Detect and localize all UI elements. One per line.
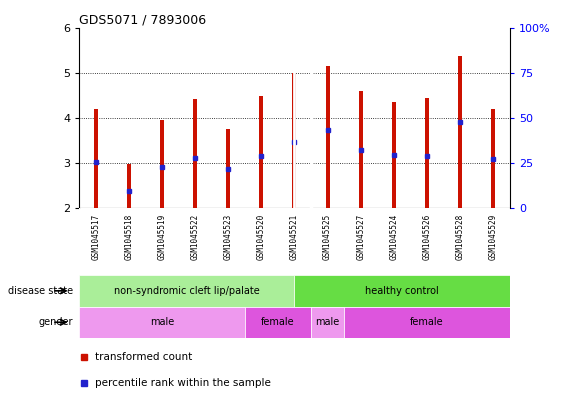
Text: GSM1045517: GSM1045517 <box>91 214 100 260</box>
Bar <box>311 307 344 338</box>
Bar <box>79 275 294 307</box>
Bar <box>359 91 363 208</box>
Text: female: female <box>410 317 444 327</box>
Text: disease state: disease state <box>8 286 73 296</box>
Text: transformed count: transformed count <box>94 352 192 362</box>
Text: GSM1045518: GSM1045518 <box>124 214 133 260</box>
Text: gender: gender <box>39 317 73 327</box>
Text: male: male <box>315 317 340 327</box>
Bar <box>344 307 510 338</box>
Bar <box>260 96 263 208</box>
Text: GDS5071 / 7893006: GDS5071 / 7893006 <box>79 13 206 26</box>
Text: GSM1045520: GSM1045520 <box>257 214 266 260</box>
Text: GSM1045522: GSM1045522 <box>190 214 200 260</box>
Bar <box>79 307 245 338</box>
Text: GSM1045527: GSM1045527 <box>356 214 365 260</box>
Text: non-syndromic cleft lip/palate: non-syndromic cleft lip/palate <box>114 286 260 296</box>
Text: GSM1045523: GSM1045523 <box>224 214 233 260</box>
Bar <box>491 109 495 208</box>
Text: GSM1045526: GSM1045526 <box>423 214 431 260</box>
Text: GSM1045521: GSM1045521 <box>290 214 299 260</box>
Bar <box>458 55 462 208</box>
Text: GSM1045528: GSM1045528 <box>456 214 465 260</box>
Bar <box>94 109 98 208</box>
Bar <box>127 164 131 208</box>
Text: female: female <box>261 317 295 327</box>
Bar <box>292 73 297 208</box>
Text: percentile rank within the sample: percentile rank within the sample <box>94 378 271 388</box>
Text: GSM1045525: GSM1045525 <box>323 214 332 260</box>
Text: healthy control: healthy control <box>365 286 439 296</box>
Bar <box>193 99 197 208</box>
Bar <box>425 97 429 208</box>
Bar <box>226 129 230 208</box>
Bar <box>392 102 396 208</box>
Text: GSM1045529: GSM1045529 <box>489 214 498 260</box>
Text: male: male <box>150 317 174 327</box>
Text: GSM1045524: GSM1045524 <box>389 214 398 260</box>
Text: GSM1045519: GSM1045519 <box>158 214 166 260</box>
Bar <box>326 66 329 208</box>
Bar <box>294 275 510 307</box>
Bar <box>160 120 164 208</box>
Bar <box>245 307 311 338</box>
